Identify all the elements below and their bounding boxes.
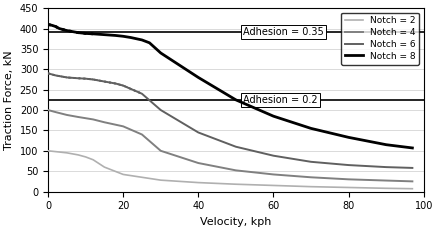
X-axis label: Velocity, kph: Velocity, kph [200, 217, 271, 227]
Text: Adhesion = 0.35: Adhesion = 0.35 [243, 27, 324, 37]
Y-axis label: Traction Force, kN: Traction Force, kN [4, 50, 14, 150]
Text: Adhesion = 0.2: Adhesion = 0.2 [243, 95, 318, 105]
Legend: Notch = 2, Notch = 4, Notch = 6, Notch = 8: Notch = 2, Notch = 4, Notch = 6, Notch =… [341, 13, 419, 64]
